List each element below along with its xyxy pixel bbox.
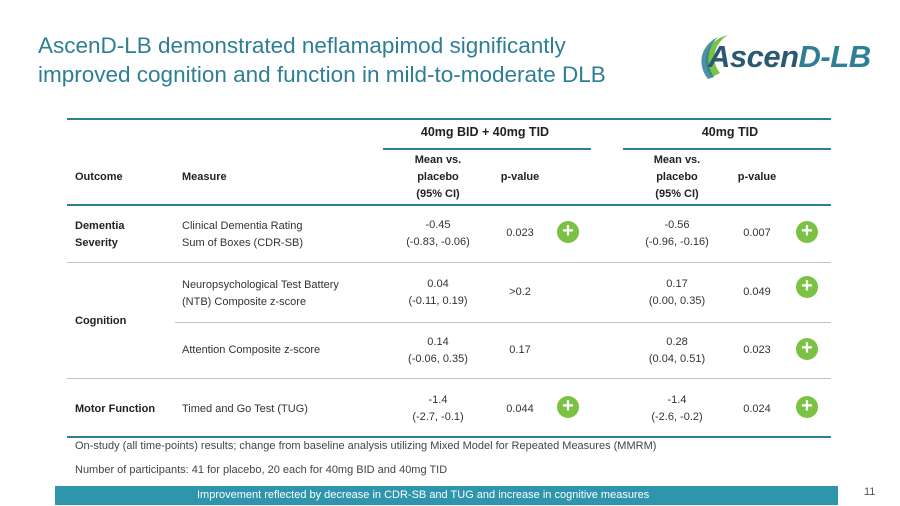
outcome-l2: Severity: [75, 237, 118, 249]
improvement-plus-icon: +: [796, 221, 818, 243]
col-header-outcome: Outcome: [75, 171, 123, 183]
measure-ntb: Neuropsychological Test Battery (NTB) Co…: [182, 277, 339, 311]
g2-p-value: 0.024: [743, 403, 771, 415]
outcome-motor-function: Motor Function: [75, 403, 156, 415]
g1-mean: -1.4: [428, 394, 448, 406]
g2-mean-ci: -0.56 (-0.96, -0.16): [617, 217, 737, 251]
mean-l1: Mean vs.: [414, 154, 462, 166]
improvement-plus-icon: +: [796, 338, 818, 360]
improvement-plus-icon: +: [796, 276, 818, 298]
g1-ci: (-0.11, 0.19): [408, 295, 468, 307]
logo-swoosh-icon: [701, 35, 728, 79]
g2-ci: (-2.6, -0.2): [651, 411, 703, 423]
g2-p-value: 0.049: [743, 286, 771, 298]
outcome-dementia-severity: Dementia Severity: [75, 218, 125, 252]
row-divider: [67, 378, 831, 379]
header-bottom-rule: [67, 204, 831, 206]
g2-mean-ci: 0.17 (0.00, 0.35): [617, 276, 737, 310]
g2-p-value: 0.023: [743, 344, 771, 356]
g2-ci: (0.04, 0.51): [648, 353, 706, 365]
g1-p-value: >0.2: [509, 286, 531, 298]
measure-l2: Sum of Boxes (CDR-SB): [182, 237, 304, 249]
g1-mean-ci: -0.45 (-0.83, -0.06): [378, 217, 498, 251]
g1-ci: (-2.7, -0.1): [412, 411, 464, 423]
summary-banner-text: Improvement reflected by decrease in CDR…: [197, 489, 650, 501]
slide-title: AscenD-LB demonstrated neflamapimod sign…: [38, 31, 678, 89]
measure-tug: Timed and Go Test (TUG): [182, 403, 308, 415]
title-line-1: AscenD-LB demonstrated neflamapimod sign…: [38, 33, 566, 58]
measure-attention: Attention Composite z-score: [182, 344, 321, 356]
g1-ci: (-0.83, -0.06): [406, 236, 470, 248]
group-header-2: 40mg TID: [701, 125, 759, 139]
g1-ci: (-0.06, 0.35): [408, 353, 468, 365]
g1-mean: 0.14: [427, 336, 449, 348]
outcome-l1: Dementia: [75, 220, 125, 232]
g1-mean: 0.04: [427, 278, 449, 290]
group-header-1: 40mg BID + 40mg TID: [420, 125, 550, 139]
g2-ci: (0.00, 0.35): [648, 295, 706, 307]
g1-p-value: 0.044: [506, 403, 534, 415]
table-bottom-rule: [67, 436, 831, 438]
g2-mean: -0.56: [664, 219, 690, 231]
measure-l1: Clinical Dementia Rating: [182, 220, 303, 232]
logo-text-accent: D-LB: [798, 39, 872, 74]
title-line-2: improved cognition and function in mild-…: [38, 62, 606, 87]
footnote-participants: Number of participants: 41 for placebo, …: [75, 464, 448, 476]
measure-l1: Neuropsychological Test Battery: [182, 279, 339, 291]
g1-p-value: 0.17: [509, 344, 531, 356]
outcome-cognition: Cognition: [75, 315, 127, 327]
row-divider: [175, 322, 831, 323]
col-header-mean-g2: Mean vs. placebo (95% CI): [617, 152, 737, 203]
summary-banner: [55, 486, 838, 505]
mean-l2: placebo: [417, 171, 459, 183]
improvement-plus-icon: +: [557, 396, 579, 418]
measure-l2: (NTB) Composite z-score: [182, 296, 307, 308]
g2-ci: (-0.96, -0.16): [645, 236, 709, 248]
table-top-rule: [67, 118, 831, 120]
improvement-plus-icon: +: [557, 221, 579, 243]
g1-mean-ci: 0.14 (-0.06, 0.35): [378, 334, 498, 368]
g1-p-value: 0.023: [506, 227, 534, 239]
col-header-p-g2: p-value: [737, 171, 777, 183]
g2-p-value: 0.007: [743, 227, 771, 239]
g2-mean-ci: -1.4 (-2.6, -0.2): [617, 392, 737, 426]
mean-l3: (95% CI): [416, 188, 460, 200]
g1-mean-ci: -1.4 (-2.7, -0.1): [378, 392, 498, 426]
ascend-lb-logo: AscenD-LB: [694, 27, 871, 83]
mean-l2: placebo: [656, 171, 698, 183]
col-header-measure: Measure: [182, 171, 227, 183]
g2-mean: -1.4: [667, 394, 687, 406]
col-header-p-g1: p-value: [500, 171, 540, 183]
g2-mean: 0.28: [666, 336, 688, 348]
row-divider: [67, 262, 831, 263]
page-number: 11: [864, 486, 876, 498]
logo-text-main: Ascen: [708, 39, 799, 74]
g1-mean: -0.45: [425, 219, 451, 231]
g1-mean-ci: 0.04 (-0.11, 0.19): [378, 276, 498, 310]
group-1-rule: [383, 148, 591, 150]
g2-mean-ci: 0.28 (0.04, 0.51): [617, 334, 737, 368]
improvement-plus-icon: +: [796, 396, 818, 418]
col-header-mean-g1: Mean vs. placebo (95% CI): [378, 152, 498, 203]
mean-l3: (95% CI): [655, 188, 699, 200]
logo-wordmark: AscenD-LB: [708, 39, 871, 75]
footnote-methods: On-study (all time-points) results; chan…: [75, 440, 657, 452]
measure-cdr-sb: Clinical Dementia Rating Sum of Boxes (C…: [182, 218, 303, 252]
group-2-rule: [623, 148, 831, 150]
g2-mean: 0.17: [666, 278, 688, 290]
mean-l1: Mean vs.: [653, 154, 701, 166]
